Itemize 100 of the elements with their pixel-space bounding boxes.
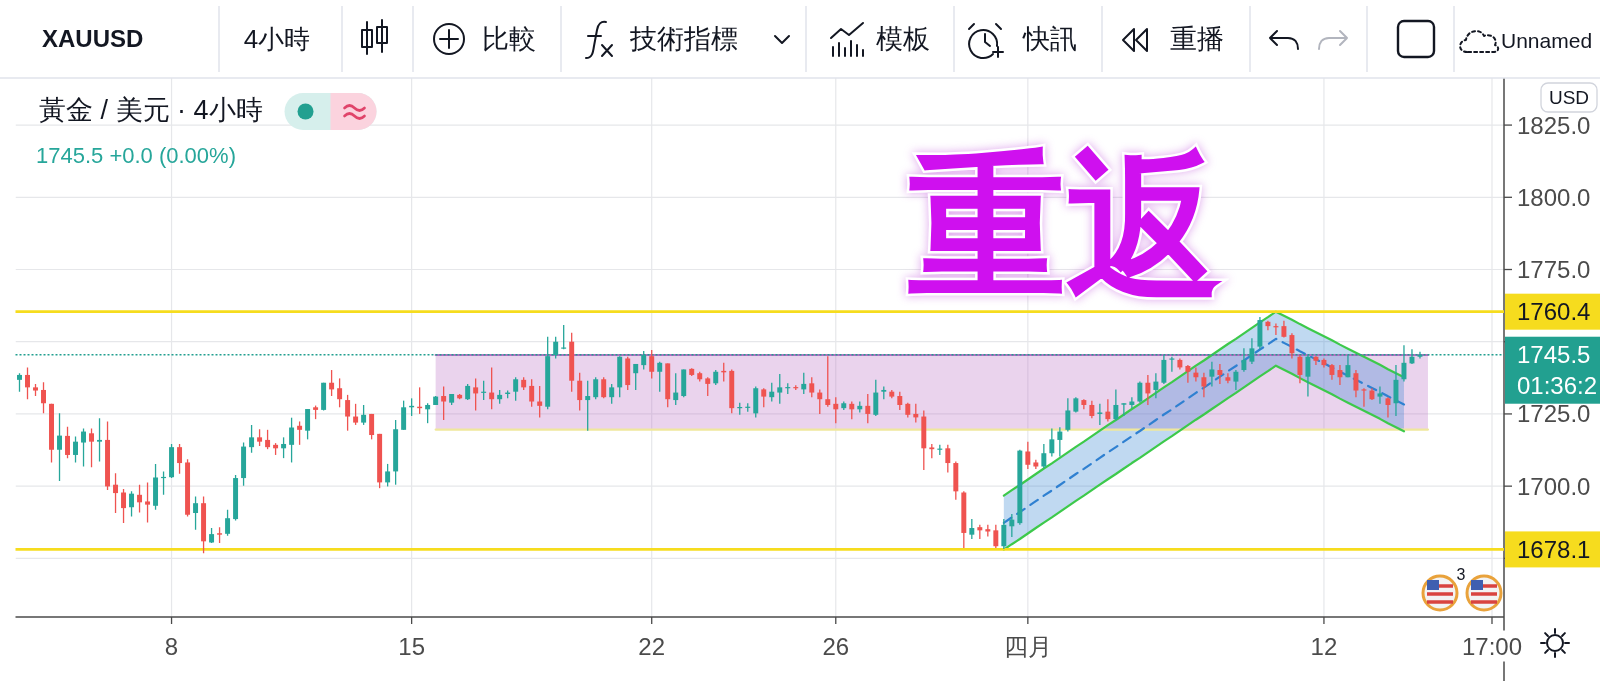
candlestick xyxy=(81,427,86,468)
candlestick xyxy=(529,378,535,408)
candlestick xyxy=(1385,396,1391,419)
ref-line-label: 1760.4 xyxy=(1517,298,1591,326)
candlestick xyxy=(361,404,367,426)
candlestick xyxy=(289,417,295,464)
candlestick xyxy=(657,361,663,393)
candlestick xyxy=(817,388,823,415)
candlestick xyxy=(97,417,103,463)
candlestick xyxy=(649,349,655,380)
candlestick xyxy=(473,377,479,412)
candlestick xyxy=(329,369,335,397)
x-tick-label: 22 xyxy=(638,632,666,660)
candlestick xyxy=(825,355,831,408)
candlestick xyxy=(1185,364,1191,384)
candlestick xyxy=(41,381,46,415)
candlestick xyxy=(593,376,599,400)
y-tick-label: 1825.0 xyxy=(1517,111,1591,139)
candlestick xyxy=(833,396,839,424)
ref-line-label: 1678.1 xyxy=(1517,535,1591,563)
text: Unnamed xyxy=(1501,28,1593,52)
candlestick xyxy=(513,376,519,402)
candlestick xyxy=(585,380,591,432)
candlestick xyxy=(945,444,951,474)
candlestick xyxy=(865,393,871,424)
candlestick xyxy=(89,427,95,469)
x-tick-label: 26 xyxy=(822,632,850,660)
candlestick xyxy=(1065,397,1071,433)
x-tick-label: 12 xyxy=(1310,632,1338,660)
candlestick xyxy=(145,481,151,524)
candlestick xyxy=(1233,369,1239,391)
candlestick xyxy=(1121,402,1127,417)
candlestick xyxy=(1209,361,1215,388)
candlestick xyxy=(1393,364,1399,417)
candlestick xyxy=(113,472,119,514)
candlestick xyxy=(297,420,303,446)
x-tick-label: 8 xyxy=(164,632,179,660)
candlestick xyxy=(1217,363,1223,385)
candlestick xyxy=(345,394,351,432)
candlestick xyxy=(1353,369,1359,398)
candlestick xyxy=(609,383,615,405)
candlestick xyxy=(193,495,199,531)
text: 技術指標 xyxy=(629,24,738,54)
candlestick xyxy=(1289,332,1295,360)
y-axis-title: USD xyxy=(1548,87,1590,108)
candlestick xyxy=(305,408,311,441)
candlestick xyxy=(1105,398,1111,423)
candlestick xyxy=(137,484,143,514)
candlestick xyxy=(1361,387,1367,408)
annotation: 重返 xyxy=(908,138,1224,314)
candlestick xyxy=(489,366,495,410)
candlestick xyxy=(121,488,127,524)
candlestick xyxy=(1297,354,1303,384)
candlestick xyxy=(57,412,62,482)
candlestick xyxy=(265,429,271,450)
candlestick xyxy=(177,443,183,475)
candlestick xyxy=(777,373,783,405)
text: 4小時 xyxy=(243,24,311,54)
candlestick xyxy=(1009,513,1015,538)
y-tick-label: 1775.0 xyxy=(1517,256,1591,284)
candlestick xyxy=(1049,427,1055,458)
candlestick xyxy=(1097,403,1103,426)
candlestick xyxy=(281,436,287,459)
candlestick xyxy=(369,413,375,441)
candlestick xyxy=(17,372,22,393)
candlestick xyxy=(673,372,679,406)
candlestick xyxy=(873,379,879,417)
y-tick-label: 1725.0 xyxy=(1517,400,1591,428)
candlestick xyxy=(577,371,583,412)
line-series xyxy=(1002,364,1406,551)
candlestick xyxy=(1025,441,1031,470)
candlestick xyxy=(25,366,30,400)
candlestick xyxy=(761,387,767,408)
candlestick xyxy=(73,435,78,464)
candlestick xyxy=(337,377,343,408)
candlestick xyxy=(1113,388,1119,422)
ref-line-label: 1745.5 01:36:2 xyxy=(1517,341,1598,400)
candlestick xyxy=(1225,372,1231,384)
candlestick xyxy=(769,382,775,403)
text: 1745.5 +0.0 (0.00%) xyxy=(36,142,236,168)
x-tick-label: 四月 xyxy=(1003,632,1052,660)
text: XAUUSD xyxy=(42,24,144,52)
candlestick xyxy=(1041,443,1047,469)
candlestick xyxy=(1337,364,1343,386)
candlestick xyxy=(1057,426,1063,458)
candlestick xyxy=(401,400,407,431)
text: 快訊 xyxy=(1022,24,1077,54)
y-tick-label: 1700.0 xyxy=(1517,472,1591,500)
candlestick xyxy=(425,402,431,424)
text: 黃金 / 美元 · 4小時 xyxy=(39,95,263,125)
candlestick xyxy=(353,403,359,426)
x-tick-label: 15 xyxy=(398,632,425,660)
x-tick-label: 17:00 xyxy=(1461,632,1523,660)
candlestick xyxy=(1145,374,1151,406)
candlestick xyxy=(129,490,135,518)
candlestick xyxy=(1201,371,1207,398)
candlestick xyxy=(1001,518,1007,550)
candlestick xyxy=(633,363,639,391)
text: 模板 xyxy=(876,24,930,54)
candlestick xyxy=(65,426,70,459)
